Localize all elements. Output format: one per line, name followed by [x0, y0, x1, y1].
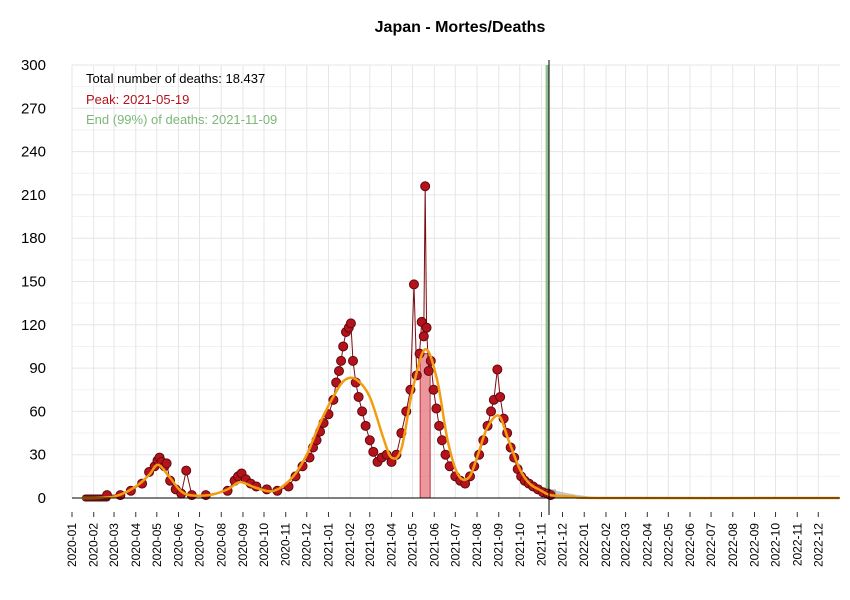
x-tick-label: 2022-08 — [726, 523, 740, 567]
x-tick-label: 2021-01 — [321, 523, 335, 567]
data-point — [353, 391, 364, 402]
y-axis-ticks: 0 30 60 90 120 150 180 210 240 270 300 — [21, 57, 46, 507]
data-point — [360, 420, 371, 431]
points — [81, 181, 556, 502]
x-tick-label: 2020-04 — [129, 523, 143, 567]
x-tick-label: 2022-04 — [640, 523, 654, 567]
y-tick-label: 180 — [21, 230, 46, 247]
x-tick-label: 2022-03 — [619, 523, 633, 567]
annotations: Total number of deaths: 18.437 Peak: 202… — [86, 71, 277, 127]
x-tick-label: 2021-12 — [556, 523, 570, 567]
y-tick-label: 150 — [21, 274, 46, 291]
x-tick-label: 2022-01 — [577, 523, 591, 567]
x-tick-label: 2021-11 — [534, 523, 548, 566]
x-tick-label: 2021-06 — [427, 523, 441, 567]
x-tick-label: 2021-03 — [363, 523, 377, 567]
x-tick-label: 2021-07 — [448, 523, 462, 567]
trend-line — [81, 348, 840, 500]
data-point — [331, 377, 342, 388]
data-point — [347, 355, 358, 366]
y-tick-label: 60 — [29, 403, 46, 420]
data-point — [428, 384, 439, 395]
x-tick-label: 2022-11 — [790, 523, 804, 566]
x-tick-label: 2021-04 — [385, 523, 399, 567]
x-tick-label: 2021-08 — [470, 523, 484, 567]
data-point — [338, 341, 349, 352]
annotation-end: End (99%) of deaths: 2021-11-09 — [86, 112, 277, 127]
x-tick-label: 2020-09 — [236, 523, 250, 567]
x-tick-label: 2020-12 — [300, 523, 314, 567]
data-point — [486, 406, 497, 417]
x-tick-label: 2021-02 — [343, 523, 357, 567]
x-tick-label: 2020-10 — [257, 523, 271, 567]
x-tick-label: 2020-01 — [65, 523, 79, 567]
x-tick-label: 2021-05 — [406, 523, 420, 567]
x-tick-label: 2020-11 — [279, 523, 293, 566]
data-point — [431, 403, 442, 414]
x-tick-label: 2021-10 — [513, 523, 527, 567]
x-tick-label: 2020-06 — [172, 523, 186, 567]
axes — [72, 60, 840, 515]
x-axis-ticks: 2020-01 2020-02 2020-03 2020-04 2020-05 2020-… — [65, 512, 825, 567]
data-point — [368, 446, 379, 457]
x-tick-label: 2022-10 — [769, 523, 783, 567]
data-point — [181, 465, 192, 476]
annotation-peak: Peak: 2021-05-19 — [86, 92, 189, 107]
grid — [71, 64, 840, 499]
data-point — [161, 458, 172, 469]
x-tick-label: 2022-05 — [661, 523, 675, 567]
x-tick-label: 2022-07 — [704, 523, 718, 567]
data-point — [336, 355, 347, 366]
x-tick-label: 2022-12 — [811, 523, 825, 567]
x-tick-label: 2021-09 — [492, 523, 506, 567]
x-tick-label: 2020-07 — [193, 523, 207, 567]
y-tick-label: 30 — [29, 447, 46, 464]
x-tick-label: 2022-09 — [748, 523, 762, 567]
data-point — [434, 420, 445, 431]
data-point — [418, 331, 429, 342]
x-tick-label: 2020-02 — [87, 523, 101, 567]
data-point — [495, 391, 506, 402]
data-point — [423, 365, 434, 376]
chart-title: Japan - Mortes/Deaths — [375, 19, 546, 36]
data-point — [492, 364, 503, 375]
data-point — [420, 181, 431, 192]
y-tick-label: 240 — [21, 144, 46, 161]
x-tick-label: 2020-05 — [150, 523, 164, 567]
data-point — [408, 279, 419, 290]
x-tick-label: 2022-02 — [599, 523, 613, 567]
trend — [81, 348, 840, 500]
data-point — [137, 478, 148, 489]
y-tick-label: 270 — [21, 100, 46, 117]
data-point — [364, 435, 375, 446]
data-point — [421, 322, 432, 333]
annotation-total: Total number of deaths: 18.437 — [86, 71, 265, 86]
data-point — [440, 449, 451, 460]
data-point — [333, 365, 344, 376]
y-tick-label: 120 — [21, 317, 46, 334]
y-tick-label: 90 — [29, 360, 46, 377]
data-point — [345, 318, 356, 329]
x-tick-label: 2020-03 — [107, 523, 121, 567]
data-point — [357, 406, 368, 417]
y-tick-label: 0 — [38, 490, 46, 507]
x-tick-label: 2020-08 — [214, 523, 228, 567]
x-tick-label: 2022-06 — [683, 523, 697, 567]
data-point — [436, 435, 447, 446]
y-tick-label: 210 — [21, 187, 46, 204]
y-tick-label: 300 — [21, 57, 46, 74]
